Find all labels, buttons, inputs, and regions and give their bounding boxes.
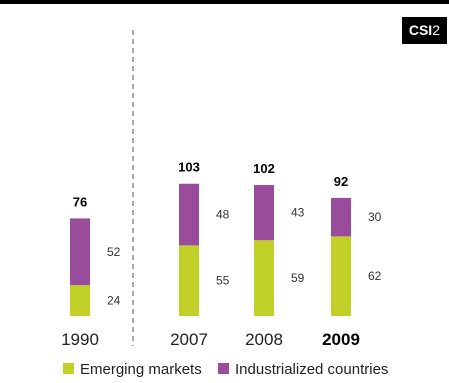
- value-label-industrialized-1990: 52: [107, 245, 121, 259]
- total-label-2009: 92: [334, 174, 348, 189]
- category-label-2009: 2009: [322, 330, 360, 349]
- chart-id-badge: CSI2: [401, 17, 447, 44]
- bar-segment-emerging-1990: [70, 285, 90, 316]
- badge-code: CSI: [408, 22, 433, 38]
- value-label-emerging-2008: 59: [291, 271, 305, 285]
- top-rule: [0, 0, 449, 4]
- bar-segment-emerging-2008: [254, 240, 274, 316]
- value-label-emerging-2007: 55: [216, 274, 230, 288]
- total-label-2008: 102: [253, 161, 275, 176]
- category-label-2007: 2007: [170, 330, 208, 349]
- category-label-1990: 1990: [61, 330, 99, 349]
- value-label-industrialized-2009: 30: [368, 210, 382, 224]
- value-label-emerging-1990: 24: [107, 294, 121, 308]
- legend-label-industrialized: Industrialized countries: [235, 361, 388, 378]
- total-label-2007: 103: [178, 160, 200, 175]
- bar-segment-industrialized-2009: [331, 197, 351, 237]
- legend-swatch-emerging: [63, 363, 74, 374]
- legend-swatch-industrialized: [218, 363, 229, 374]
- total-label-1990: 76: [73, 194, 87, 209]
- badge-number: 2: [432, 22, 440, 38]
- bar-segment-industrialized-2008: [254, 185, 274, 241]
- value-label-industrialized-2007: 48: [216, 208, 230, 222]
- legend-label-emerging: Emerging markets: [80, 361, 202, 378]
- bar-segment-emerging-2009: [331, 236, 351, 316]
- bar-segment-industrialized-2007: [179, 183, 199, 246]
- bar-segment-emerging-2007: [179, 245, 199, 316]
- value-label-industrialized-2008: 43: [291, 206, 305, 220]
- category-label-2008: 2008: [245, 330, 283, 349]
- bar-segment-industrialized-1990: [70, 218, 90, 286]
- value-label-emerging-2009: 62: [368, 269, 382, 283]
